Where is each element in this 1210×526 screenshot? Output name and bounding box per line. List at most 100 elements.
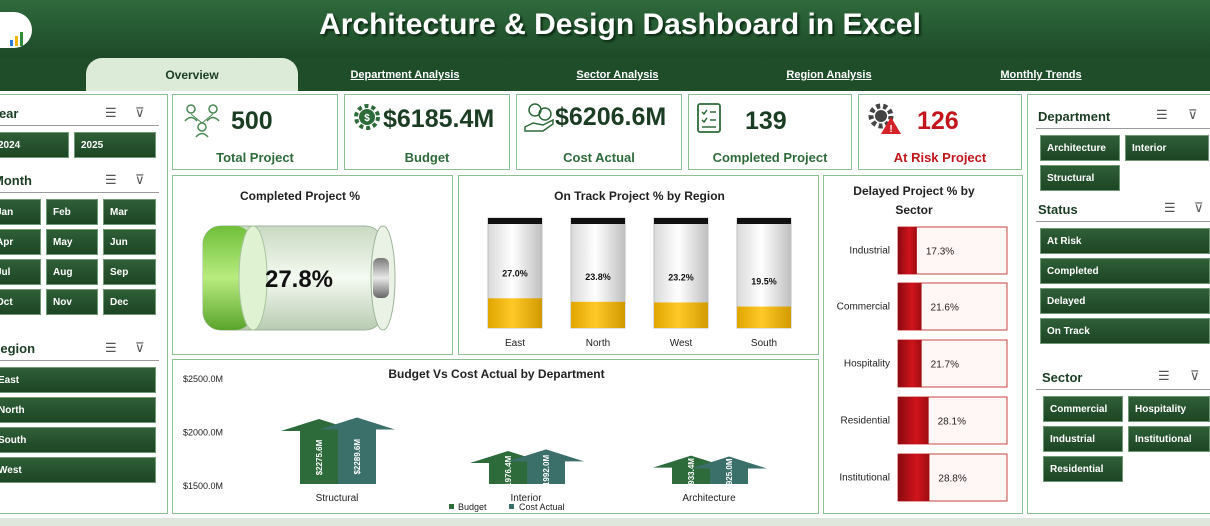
tab-sector-analysis[interactable]: Sector Analysis [576,69,659,81]
checklist-icon [697,103,721,133]
region-bar-fill [654,302,708,328]
tab-bar: Overview Department Analysis Sector Anal… [0,58,1210,91]
multi-select-icon[interactable]: ☰ [105,105,117,120]
sector-bar-fill [898,454,930,501]
month-jul-button[interactable]: Jul [0,259,41,285]
legend-label-budget: Budget [458,502,487,512]
bar-value-label: $2289.6M [353,439,362,475]
region-bar-cap [571,218,625,224]
sheet-bottom-strip [0,518,1210,526]
tab-monthly-trends[interactable]: Monthly Trends [1000,69,1082,81]
multi-select-icon[interactable]: ☰ [1164,200,1176,215]
region-bar-cap [488,218,542,224]
month-may-button[interactable]: May [46,229,98,255]
month-apr-button[interactable]: Apr [0,229,41,255]
clear-filter-icon[interactable]: ⊽ [1194,200,1204,215]
region-south-button[interactable]: South [0,427,156,453]
sector-commercial-button[interactable]: Commercial [1043,396,1123,422]
kpi-label: Total Project [216,150,294,165]
bar-value-label: $2275.6M [315,439,324,475]
department-arrows-svg: $2500.0M $2000.0M $1500.0M $2275.6M $2289.6M… [183,374,767,512]
region-bar-fill [737,306,791,328]
region-bar-fill [488,298,542,328]
legend-label-cost-actual: Cost Actual [519,502,565,512]
delayed-sector-chart: Delayed Project % by Sector 17.3% Industr… [823,175,1023,514]
month-oct-button[interactable]: Oct [0,289,41,315]
department-structural-button[interactable]: Structural [1040,165,1120,191]
status-completed-button[interactable]: Completed [1040,258,1210,284]
clear-filter-icon[interactable]: ⊽ [135,340,145,355]
multi-select-icon[interactable]: ☰ [105,340,117,355]
slicer-divider [0,360,159,361]
status-slicer-title: Status [1038,202,1078,217]
clear-filter-icon[interactable]: ⊽ [1188,107,1198,122]
on-track-region-chart: On Track Project % by Region 27.0% East 23… [458,175,819,355]
region-category-label: North [586,338,610,349]
kpi-at-risk-project: ! 126 At Risk Project [858,94,1022,170]
region-west-button[interactable]: West [0,457,156,483]
cost-actual-bar [691,456,767,484]
status-at-risk-button[interactable]: At Risk [1040,228,1210,254]
chart-title: On Track Project % by Region [554,189,725,203]
multi-select-icon[interactable]: ☰ [1158,368,1170,383]
header-bar: Architecture & Design Dashboard in Excel [0,0,1210,58]
tab-overview[interactable]: Overview [86,58,298,91]
gear-warning-icon: ! [868,103,901,135]
month-jun-button[interactable]: Jun [103,229,156,255]
month-jan-button[interactable]: Jan [0,199,41,225]
company-logo [0,12,32,48]
region-bar-label: 27.0% [502,268,528,278]
department-slicer-title: Department [1038,109,1111,124]
month-slicer-title: Month [0,173,32,188]
sector-residential-button[interactable]: Residential [1043,456,1123,482]
sector-bar-label: 17.3% [926,247,954,258]
legend-swatch-budget [449,504,454,509]
year-2024-button[interactable]: 2024 [0,132,69,158]
svg-text:!: ! [889,124,892,135]
kpi-label: Budget [404,150,450,165]
clear-filter-icon[interactable]: ⊽ [135,172,145,187]
bar-value-label: $1992.0M [542,455,551,491]
kpi-cost-actual: $6206.6M Cost Actual [516,94,682,170]
sector-bar-label: 21.6% [931,303,959,314]
sector-category-label: Hospitality [844,359,890,370]
multi-select-icon[interactable]: ☰ [105,172,117,187]
department-architecture-button[interactable]: Architecture [1040,135,1120,161]
slicer-divider [1036,128,1210,129]
sector-institutional-button[interactable]: Institutional [1128,426,1210,452]
sector-hospitality-button[interactable]: Hospitality [1128,396,1210,422]
clear-filter-icon[interactable]: ⊽ [1190,368,1200,383]
tab-department-analysis[interactable]: Department Analysis [350,69,460,81]
sector-bar-fill [898,227,917,274]
team-network-icon [184,104,220,138]
multi-select-icon[interactable]: ☰ [1156,107,1168,122]
department-category-label: Interior [510,493,542,504]
region-north-button[interactable]: North [0,397,156,423]
clear-filter-icon[interactable]: ⊽ [135,105,145,120]
region-bar-label: 23.8% [585,272,611,282]
month-sep-button[interactable]: Sep [103,259,156,285]
region-bars-svg: 27.0% East 23.8% North 23.2% West 19.5% South [487,217,792,349]
region-bar-cap [737,218,791,224]
tab-region-analysis[interactable]: Region Analysis [786,69,872,81]
kpi-completed-project: 139 Completed Project [688,94,852,170]
sector-bar-fill [898,397,929,444]
bar-value-label: $1925.0M [725,458,734,494]
region-bar-label: 19.5% [751,277,777,287]
bar-value-label: $1933.4M [687,458,696,494]
slicer-divider [1036,221,1210,222]
status-delayed-button[interactable]: Delayed [1040,288,1210,314]
year-2025-button[interactable]: 2025 [74,132,156,158]
department-interior-button[interactable]: Interior [1125,135,1209,161]
region-east-button[interactable]: East [0,367,156,393]
legend-swatch-cost-actual [509,504,514,509]
month-feb-button[interactable]: Feb [46,199,98,225]
status-on-track-button[interactable]: On Track [1040,318,1210,344]
budget-cost-chart: Budget Vs Cost Actual by Department $250… [172,359,819,514]
month-mar-button[interactable]: Mar [103,199,156,225]
month-aug-button[interactable]: Aug [46,259,98,285]
month-dec-button[interactable]: Dec [103,289,156,315]
month-nov-button[interactable]: Nov [46,289,98,315]
sector-industrial-button[interactable]: Industrial [1043,426,1123,452]
region-bar-cap [654,218,708,224]
